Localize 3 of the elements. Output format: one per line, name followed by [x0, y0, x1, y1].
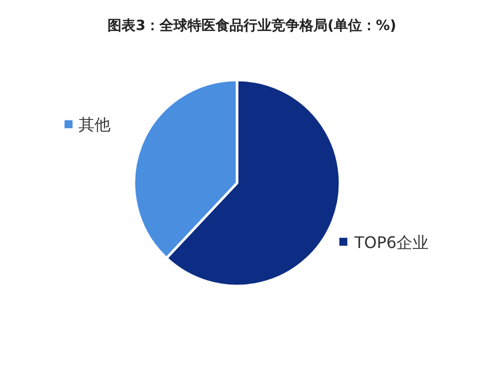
chart-title: 图表3：全球特医食品行业竞争格局(单位：%): [108, 17, 396, 34]
legend-label: TOP6企业: [353, 232, 429, 252]
legend-label: 其他: [78, 115, 111, 134]
